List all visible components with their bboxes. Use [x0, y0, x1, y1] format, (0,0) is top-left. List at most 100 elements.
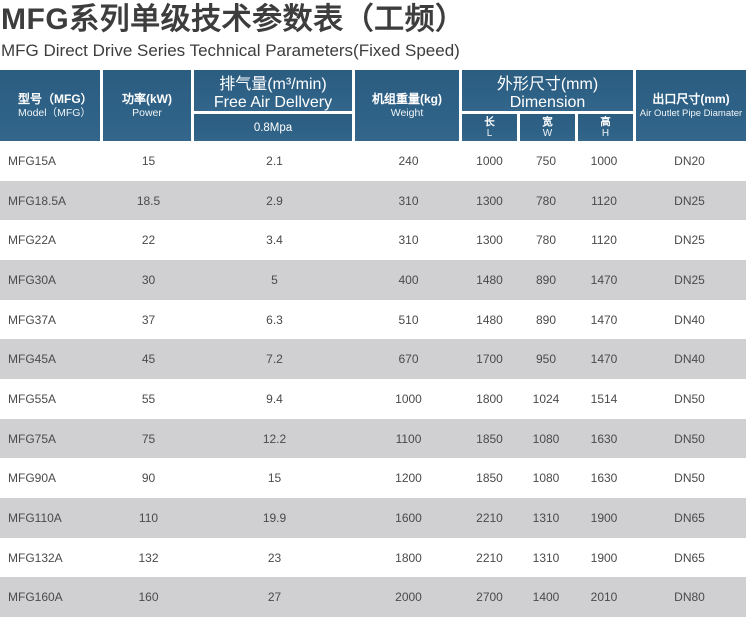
header-dim-width-en: W [542, 127, 553, 139]
cell-value: 780 [535, 193, 557, 208]
cell-value: 1630 [590, 471, 618, 486]
cell-value: 5 [271, 272, 278, 287]
cell-value: 1630 [590, 431, 618, 446]
cell-value: 1000 [476, 153, 503, 168]
cell-value: 18.5 [136, 193, 161, 208]
cell-value: 30 [141, 272, 156, 287]
cell-value: 45 [141, 352, 156, 367]
cell-value: 780 [535, 233, 557, 248]
header-dim-height-zh: 高 [600, 115, 611, 128]
cell-value: DN20 [674, 153, 705, 168]
cell-value: 1300 [476, 233, 503, 248]
cell-model: MFG45A [8, 352, 57, 367]
cell-value: 2700 [476, 590, 503, 605]
header-weight-zh: 机组重量(kg) [372, 91, 442, 106]
cell-value: 2.9 [266, 193, 283, 208]
cell-value: 23 [267, 550, 282, 565]
header-dim-height-en: H [601, 127, 610, 139]
cell-value: 7.2 [266, 352, 283, 367]
cell-value: 160 [138, 590, 159, 605]
header-weight-en: Weight [390, 106, 424, 119]
header-fad-zh: 排气量(m³/min) [219, 75, 327, 93]
header-dimension-top: 外形尺寸(mm) Dimension [462, 70, 633, 111]
cell-value: 890 [535, 312, 557, 327]
table-row: MFG15A 15 2.1 240 1000 750 1000 DN20 [0, 141, 746, 181]
cell-value: 110 [138, 510, 159, 525]
cell-model: MFG110A [8, 510, 62, 525]
cell-value: DN40 [674, 312, 705, 327]
header-fad-pressure-label: 0.8Mpa [253, 121, 293, 134]
table-row: MFG18.5A 18.5 2.9 310 1300 780 1120 DN25 [0, 180, 746, 221]
header-dim-height: 高 H [578, 114, 633, 141]
cell-value: 27 [267, 590, 282, 605]
cell-value: 15 [267, 471, 282, 486]
cell-value: 1310 [532, 510, 560, 525]
cell-value: 400 [398, 272, 419, 287]
table-row: MFG37A 37 6.3 510 1480 890 1470 DN40 [0, 300, 746, 340]
header-model-zh: 型号（MFG） [18, 91, 93, 106]
header-model: 型号（MFG） Model（MFG） [0, 70, 100, 141]
cell-value: 1400 [532, 590, 560, 605]
header-weight: 机组重量(kg) Weight [355, 70, 459, 141]
cell-value: 1600 [395, 510, 422, 525]
cell-value: DN80 [674, 590, 705, 605]
header-dim-length: 长 L [462, 114, 517, 141]
cell-value: 310 [398, 193, 419, 208]
cell-value: DN25 [674, 233, 705, 248]
cell-value: 1300 [476, 193, 503, 208]
cell-value: 510 [398, 312, 419, 327]
cell-value: DN25 [674, 193, 705, 208]
cell-value: 2000 [395, 590, 422, 605]
cell-value: 2.1 [266, 153, 283, 168]
header-power-en: Power [132, 106, 162, 119]
cell-value: 3.4 [266, 233, 283, 248]
cell-value: 1120 [591, 233, 617, 248]
cell-value: 1310 [532, 550, 560, 565]
table-row: MFG22A 22 3.4 310 1300 780 1120 DN25 [0, 220, 746, 260]
cell-value: 1000 [590, 153, 618, 168]
cell-value: 1120 [591, 193, 617, 208]
cell-value: 1800 [395, 550, 422, 565]
cell-value: 2210 [476, 550, 503, 565]
header-free-air-delivery: 排气量(m³/min) Free Air Dellvery 0.8Mpa [194, 70, 352, 141]
cell-value: 1080 [532, 471, 560, 486]
header-outlet: 出口尺寸(mm) Air Outlet Pipe Diamater [636, 70, 746, 141]
header-fad-pressure: 0.8Mpa [194, 114, 352, 141]
header-fad-en: Free Air Dellvery [213, 93, 333, 111]
cell-model: MFG22A [8, 233, 57, 248]
cell-value: 1080 [532, 431, 560, 446]
cell-value: 1200 [395, 471, 422, 486]
header-power: 功率(kW) Power [103, 70, 191, 141]
cell-value: 310 [398, 233, 419, 248]
page-subtitle: MFG Direct Drive Series Technical Parame… [1, 41, 460, 60]
cell-value: 37 [141, 312, 156, 327]
cell-value: 1900 [590, 550, 618, 565]
cell-model: MFG18.5A [8, 193, 67, 208]
cell-value: 55 [141, 391, 156, 406]
cell-value: 1000 [395, 391, 422, 406]
cell-value: 240 [398, 153, 419, 168]
cell-value: 19.9 [262, 510, 287, 525]
cell-model: MFG37A [8, 312, 57, 327]
cell-value: 1800 [476, 391, 503, 406]
table-row: MFG30A 30 5 400 1480 890 1470 DN25 [0, 260, 746, 300]
cell-value: 950 [535, 352, 557, 367]
table-row: MFG55A 55 9.4 1000 1800 1024 1514 DN50 [0, 379, 746, 419]
header-dimension-zh: 外形尺寸(mm) [496, 75, 599, 93]
cell-value: 75 [141, 431, 156, 446]
header-fad-top: 排气量(m³/min) Free Air Dellvery [194, 70, 352, 111]
cell-value: 6.3 [266, 312, 283, 327]
cell-value: 670 [398, 352, 419, 367]
header-dim-width: 宽 W [520, 114, 575, 141]
cell-value: 2010 [590, 590, 618, 605]
header-dimension-en: Dimension [509, 93, 586, 111]
cell-value: 1470 [590, 312, 618, 327]
cell-value: 90 [141, 471, 156, 486]
table-row: MFG132A 132 23 1800 2210 1310 1900 DN65 [0, 538, 746, 578]
table-body: MFG15A 15 2.1 240 1000 750 1000 DN20 MFG18.5A 18.… [0, 141, 746, 617]
cell-value: 9.4 [266, 391, 283, 406]
cell-model: MFG15A [8, 153, 57, 168]
table-row: MFG90A 90 15 1200 1850 1080 1630 DN50 [0, 458, 746, 498]
cell-value: 132 [138, 550, 159, 565]
